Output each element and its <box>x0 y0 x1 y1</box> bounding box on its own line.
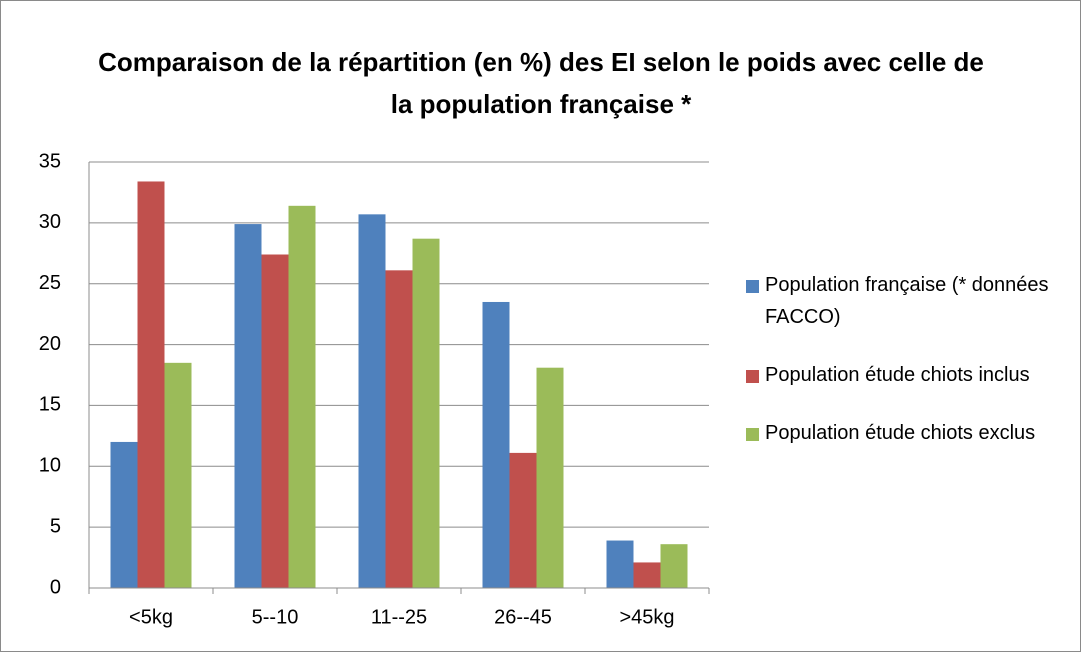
y-tick-label: 25 <box>39 272 61 294</box>
legend-swatch <box>746 428 759 441</box>
chart-title: Comparaison de la répartition (en %) des… <box>98 47 984 119</box>
legend: Population française (* données FACCO) Po… <box>746 269 1056 475</box>
legend-label: Population étude chiots exclus <box>765 422 1036 444</box>
legend-swatch <box>746 280 759 293</box>
x-tick-label: 26--45 <box>494 606 552 628</box>
bar <box>536 367 564 588</box>
bar <box>261 254 289 588</box>
y-tick-label: 20 <box>39 333 61 355</box>
y-tick-label: 30 <box>39 211 61 233</box>
x-tick-label: 11--25 <box>371 606 427 628</box>
bar <box>110 441 138 588</box>
y-tick-label: 5 <box>50 515 61 537</box>
bar <box>234 224 262 588</box>
x-tick-label: <5kg <box>129 606 173 628</box>
bar <box>509 452 537 588</box>
x-tick-label: >45kg <box>619 606 674 628</box>
bar <box>164 362 192 588</box>
x-tick-label: 5--10 <box>252 606 299 628</box>
legend-label: Population française (* données FACCO) <box>765 274 1049 328</box>
bar <box>288 205 316 588</box>
bar <box>660 544 688 588</box>
y-tick-label: 10 <box>39 455 61 477</box>
y-tick-label: 15 <box>39 394 61 416</box>
legend-label: Population étude chiots inclus <box>765 364 1030 386</box>
legend-entry: Population française (* données FACCO) <box>746 269 1056 333</box>
y-tick-label: 35 <box>39 150 61 172</box>
bar <box>385 270 413 588</box>
legend-entry: Population étude chiots inclus <box>746 359 1056 391</box>
y-tick-label: 0 <box>50 576 61 598</box>
bar <box>358 214 386 588</box>
bar <box>606 540 634 588</box>
bar <box>412 238 440 588</box>
legend-swatch <box>746 370 759 383</box>
bar <box>482 301 510 588</box>
legend-entry: Population étude chiots exclus <box>746 417 1056 449</box>
bar <box>137 181 165 588</box>
bar <box>633 562 661 588</box>
